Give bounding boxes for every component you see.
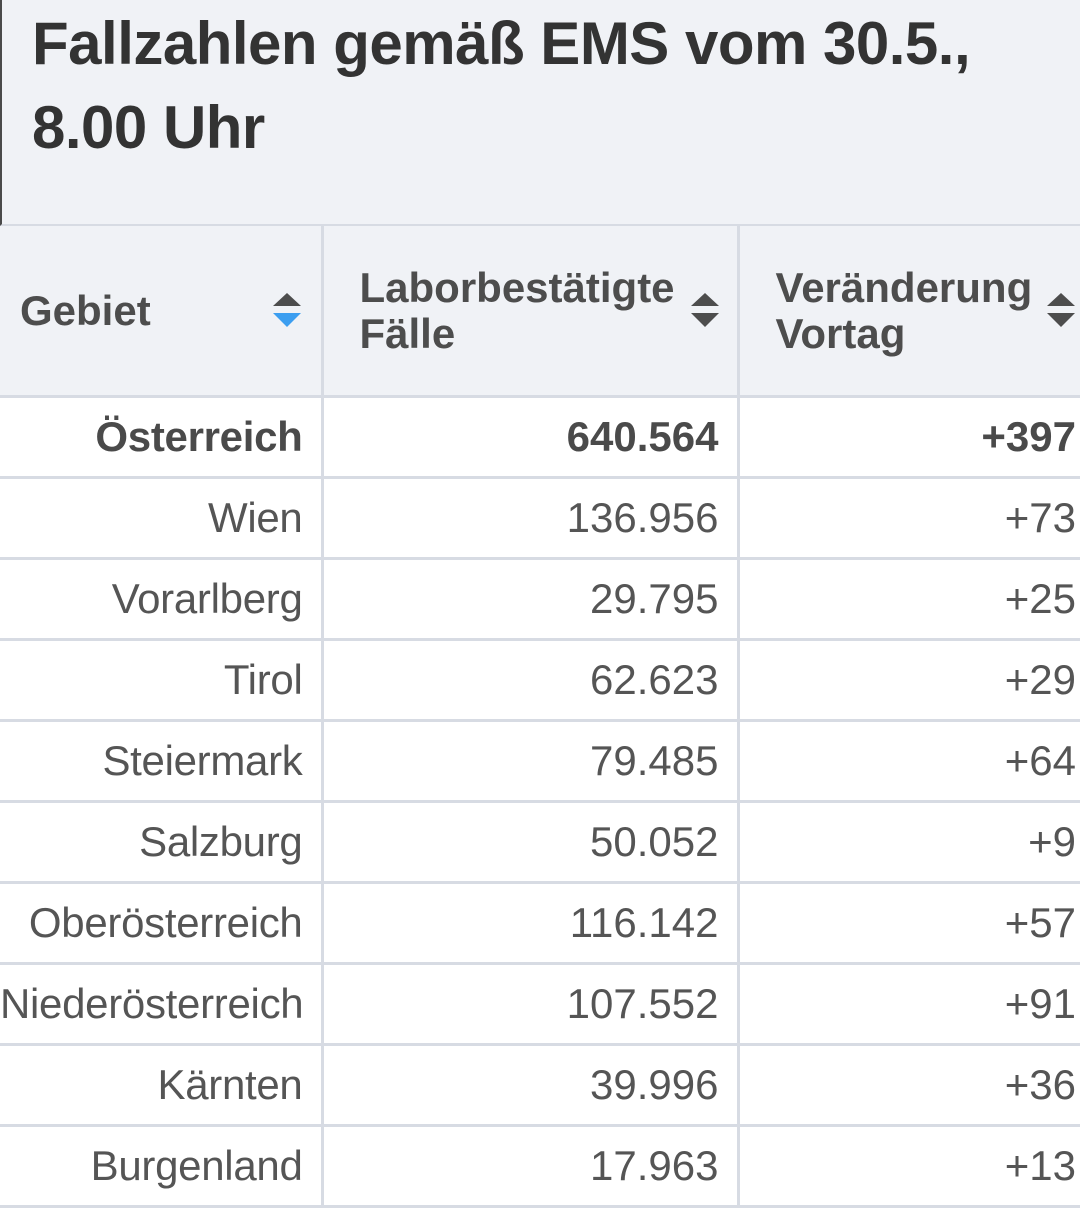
- table-row: Kärnten 39.996 +36: [0, 1044, 1080, 1127]
- column-header-gebiet[interactable]: Gebiet: [0, 226, 324, 398]
- cell-faelle: 116.142: [322, 882, 740, 965]
- cell-gebiet: Österreich: [0, 396, 324, 479]
- table-row: Steiermark 79.485 +64: [0, 720, 1080, 803]
- column-label-gebiet: Gebiet: [20, 287, 151, 335]
- column-label-veraenderung: Veränderung Vortag: [775, 264, 1033, 358]
- table-header-row: Gebiet Laborbestätigte Fälle: [0, 226, 1080, 398]
- table-row: Wien 136.956 +73: [0, 477, 1080, 560]
- table-row: Vorarlberg 29.795 +25: [0, 558, 1080, 641]
- cell-veraenderung: +73: [738, 477, 1080, 560]
- cell-gebiet: Oberösterreich: [0, 882, 324, 965]
- sort-icon[interactable]: [690, 291, 720, 329]
- cell-veraenderung: +64: [738, 720, 1080, 803]
- cell-gebiet: Steiermark: [0, 720, 324, 803]
- cell-gebiet: Tirol: [0, 639, 324, 722]
- cell-gebiet: Salzburg: [0, 801, 324, 884]
- cell-veraenderung: +57: [738, 882, 1080, 965]
- sort-icon[interactable]: [1046, 291, 1076, 329]
- cell-gebiet: Vorarlberg: [0, 558, 324, 641]
- cell-gebiet: Wien: [0, 477, 324, 560]
- table-row: Burgenland 17.963 +13: [0, 1125, 1080, 1208]
- page-title: Fallzahlen gemäß EMS vom 30.5., 8.00 Uhr: [32, 10, 971, 161]
- cell-faelle: 39.996: [322, 1044, 740, 1127]
- table-row-total: Österreich 640.564 +397: [0, 396, 1080, 479]
- cell-veraenderung: +25: [738, 558, 1080, 641]
- table-row: Oberösterreich 116.142 +57: [0, 882, 1080, 965]
- cell-faelle: 62.623: [322, 639, 740, 722]
- cell-veraenderung: +36: [738, 1044, 1080, 1127]
- column-header-faelle[interactable]: Laborbestätigte Fälle: [322, 226, 740, 398]
- column-label-faelle: Laborbestätigte Fälle: [359, 264, 675, 358]
- cell-faelle: 50.052: [322, 801, 740, 884]
- cell-faelle: 17.963: [322, 1125, 740, 1208]
- table-row: Tirol 62.623 +29: [0, 639, 1080, 722]
- cell-faelle: 640.564: [322, 396, 740, 479]
- cell-gebiet: Niederösterreich: [0, 963, 324, 1046]
- title-panel: Fallzahlen gemäß EMS vom 30.5., 8.00 Uhr: [0, 0, 1080, 226]
- cell-veraenderung: +91: [738, 963, 1080, 1046]
- cell-faelle: 29.795: [322, 558, 740, 641]
- case-table: Gebiet Laborbestätigte Fälle: [0, 226, 1080, 1208]
- table-row: Salzburg 50.052 +9: [0, 801, 1080, 884]
- cell-veraenderung: +9: [738, 801, 1080, 884]
- cell-veraenderung: +29: [738, 639, 1080, 722]
- sort-active-icon[interactable]: [272, 291, 302, 329]
- cell-veraenderung: +397: [738, 396, 1080, 479]
- cell-faelle: 107.552: [322, 963, 740, 1046]
- cell-faelle: 136.956: [322, 477, 740, 560]
- cell-gebiet: Kärnten: [0, 1044, 324, 1127]
- column-header-veraenderung[interactable]: Veränderung Vortag: [738, 226, 1080, 398]
- cell-gebiet: Burgenland: [0, 1125, 324, 1208]
- table-row: Niederösterreich 107.552 +91: [0, 963, 1080, 1046]
- cell-veraenderung: +13: [738, 1125, 1080, 1208]
- cell-faelle: 79.485: [322, 720, 740, 803]
